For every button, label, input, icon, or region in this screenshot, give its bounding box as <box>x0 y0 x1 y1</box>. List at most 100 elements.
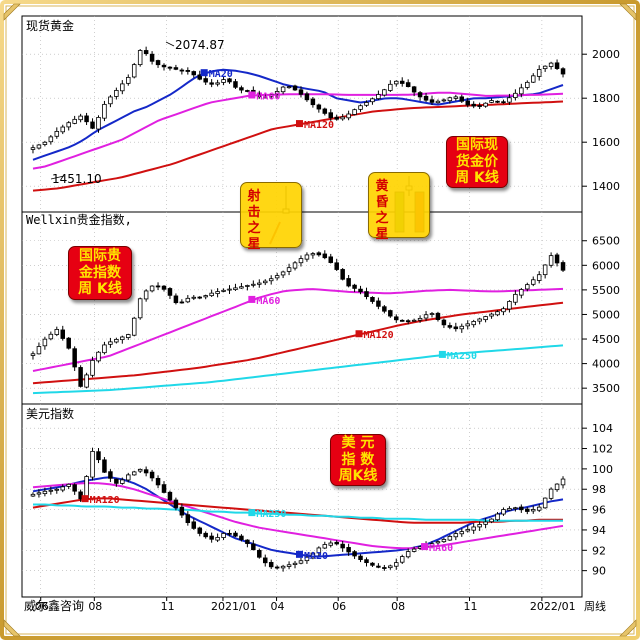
candle-p1-62 <box>399 77 405 87</box>
candle-p1-12 <box>102 100 107 122</box>
panel2-title: Wellxin贵金指数, <box>26 212 132 227</box>
candle-p3-69 <box>441 537 447 543</box>
candle-p1-63 <box>405 79 411 88</box>
badge-evening-star: 黄 昏 之 星 <box>368 172 430 242</box>
candle-body-p3-40 <box>268 562 274 568</box>
candle-body-p2-30 <box>209 292 214 297</box>
candle-p2-79 <box>501 306 506 316</box>
candle-body-p1-73 <box>465 100 470 106</box>
candle-body-p3-59 <box>382 567 387 569</box>
candle-p2-35 <box>239 282 244 289</box>
candle-p3-89 <box>560 476 566 489</box>
y-tick-label-p2-0: 3500 <box>592 382 620 395</box>
candle-body-p1-10 <box>90 121 95 129</box>
candle-p1-36 <box>245 89 250 93</box>
candle-p2-72 <box>459 323 465 333</box>
candle-body-p1-5 <box>60 126 66 133</box>
candle-p3-34 <box>233 530 238 538</box>
candle-p1-14 <box>114 87 119 100</box>
candle-body-p3-18 <box>137 468 143 472</box>
candle-p2-13 <box>108 337 113 348</box>
candle-body-p3-20 <box>149 471 155 479</box>
y-tick-label-p2-4: 5500 <box>592 284 620 297</box>
candle-p1-3 <box>48 134 54 145</box>
candle-body-p2-29 <box>203 295 208 298</box>
candle-body-p2-34 <box>233 287 238 291</box>
candle-body-p1-78 <box>495 100 500 103</box>
candle-p3-62 <box>399 554 405 564</box>
candle-p1-30 <box>209 79 214 88</box>
candle-body-p1-52 <box>340 116 345 120</box>
moving-average-label-layer: MA20 MA60 MA120 MA60 MA120 MA250 MA20 MA60 MA120… <box>81 69 477 562</box>
ma120-label-swatch-p2 <box>355 330 363 338</box>
candle-p3-31 <box>215 533 220 543</box>
candle-body-p1-75 <box>477 105 482 107</box>
ma20-label-p1: MA20 <box>200 69 233 80</box>
candle-body-p1-66 <box>423 95 429 101</box>
candle-body-p1-6 <box>66 122 71 128</box>
candle-p1-9 <box>84 112 89 126</box>
candle-body-p1-19 <box>143 50 149 55</box>
candle-body-p1-57 <box>370 98 375 103</box>
candle-p3-56 <box>364 557 369 567</box>
candle-body-p3-12 <box>102 459 107 473</box>
candle-p3-74 <box>471 523 476 534</box>
candle-p3-17 <box>131 470 137 476</box>
candle-p1-73 <box>465 97 470 108</box>
candle-p3-16 <box>126 472 131 483</box>
candle-body-p1-54 <box>352 109 357 115</box>
candle-p3-43 <box>286 561 292 570</box>
candle-body-p2-79 <box>501 308 506 313</box>
candle-body-p3-68 <box>435 541 441 544</box>
candle-p2-15 <box>120 335 125 344</box>
candle-body-p2-61 <box>394 316 399 321</box>
candle-p3-40 <box>268 559 274 570</box>
candle-body-p2-84 <box>530 279 536 285</box>
candle-p2-77 <box>489 312 494 319</box>
candle-body-p1-14 <box>114 90 119 97</box>
trough-annotation: 1451.10 <box>52 172 102 186</box>
candle-body-p2-70 <box>447 325 453 328</box>
ma60-line-p3 <box>32 482 564 550</box>
candle-body-p3-63 <box>405 551 411 558</box>
candle-body-p1-33 <box>227 78 232 83</box>
badge-spot-gold: 国际现 货金价 周 K线 <box>446 136 508 188</box>
candle-body-p3-69 <box>441 539 447 543</box>
candle-body-p3-27 <box>191 521 197 529</box>
candle-body-p2-63 <box>405 320 411 323</box>
candle-p2-4 <box>54 326 60 337</box>
candle-p1-27 <box>191 70 197 78</box>
candle-p3-24 <box>173 497 179 511</box>
candle-body-p2-41 <box>274 275 280 279</box>
candle-p2-11 <box>96 351 101 363</box>
candle-body-p2-50 <box>328 256 334 263</box>
badge-wellxin-index: 国际贵 金指数 周 K线 <box>68 246 132 300</box>
candle-body-p3-35 <box>239 535 244 540</box>
candle-body-p3-21 <box>155 477 161 486</box>
x-tick-label-1: 08 <box>88 600 102 613</box>
candle-p2-41 <box>274 272 280 281</box>
candle-p1-54 <box>352 108 357 116</box>
footer-period: 周线 <box>584 599 606 613</box>
candle-p2-37 <box>251 280 256 288</box>
candle-body-p1-89 <box>560 68 566 75</box>
candle-p2-59 <box>382 305 387 314</box>
candle-p2-33 <box>227 285 232 294</box>
candle-body-p2-11 <box>96 351 101 362</box>
candle-p3-41 <box>274 565 280 570</box>
candle-p1-31 <box>215 79 220 87</box>
candle-p3-88 <box>554 483 560 492</box>
candle-body-p3-4 <box>54 488 60 491</box>
candle-body-p1-30 <box>209 82 214 85</box>
candle-body-p1-67 <box>429 99 435 103</box>
candle-body-p1-12 <box>102 103 107 119</box>
candle-p3-33 <box>227 529 232 537</box>
candle-body-p3-64 <box>411 548 417 552</box>
candle-body-p1-1 <box>36 144 42 149</box>
candle-body-p1-36 <box>245 90 250 92</box>
candle-body-p1-0 <box>30 147 36 150</box>
candle-body-p1-24 <box>173 67 179 70</box>
candle-p2-22 <box>161 285 167 292</box>
candle-body-p3-3 <box>48 489 54 492</box>
x-tick-label-5: 06 <box>332 600 346 613</box>
